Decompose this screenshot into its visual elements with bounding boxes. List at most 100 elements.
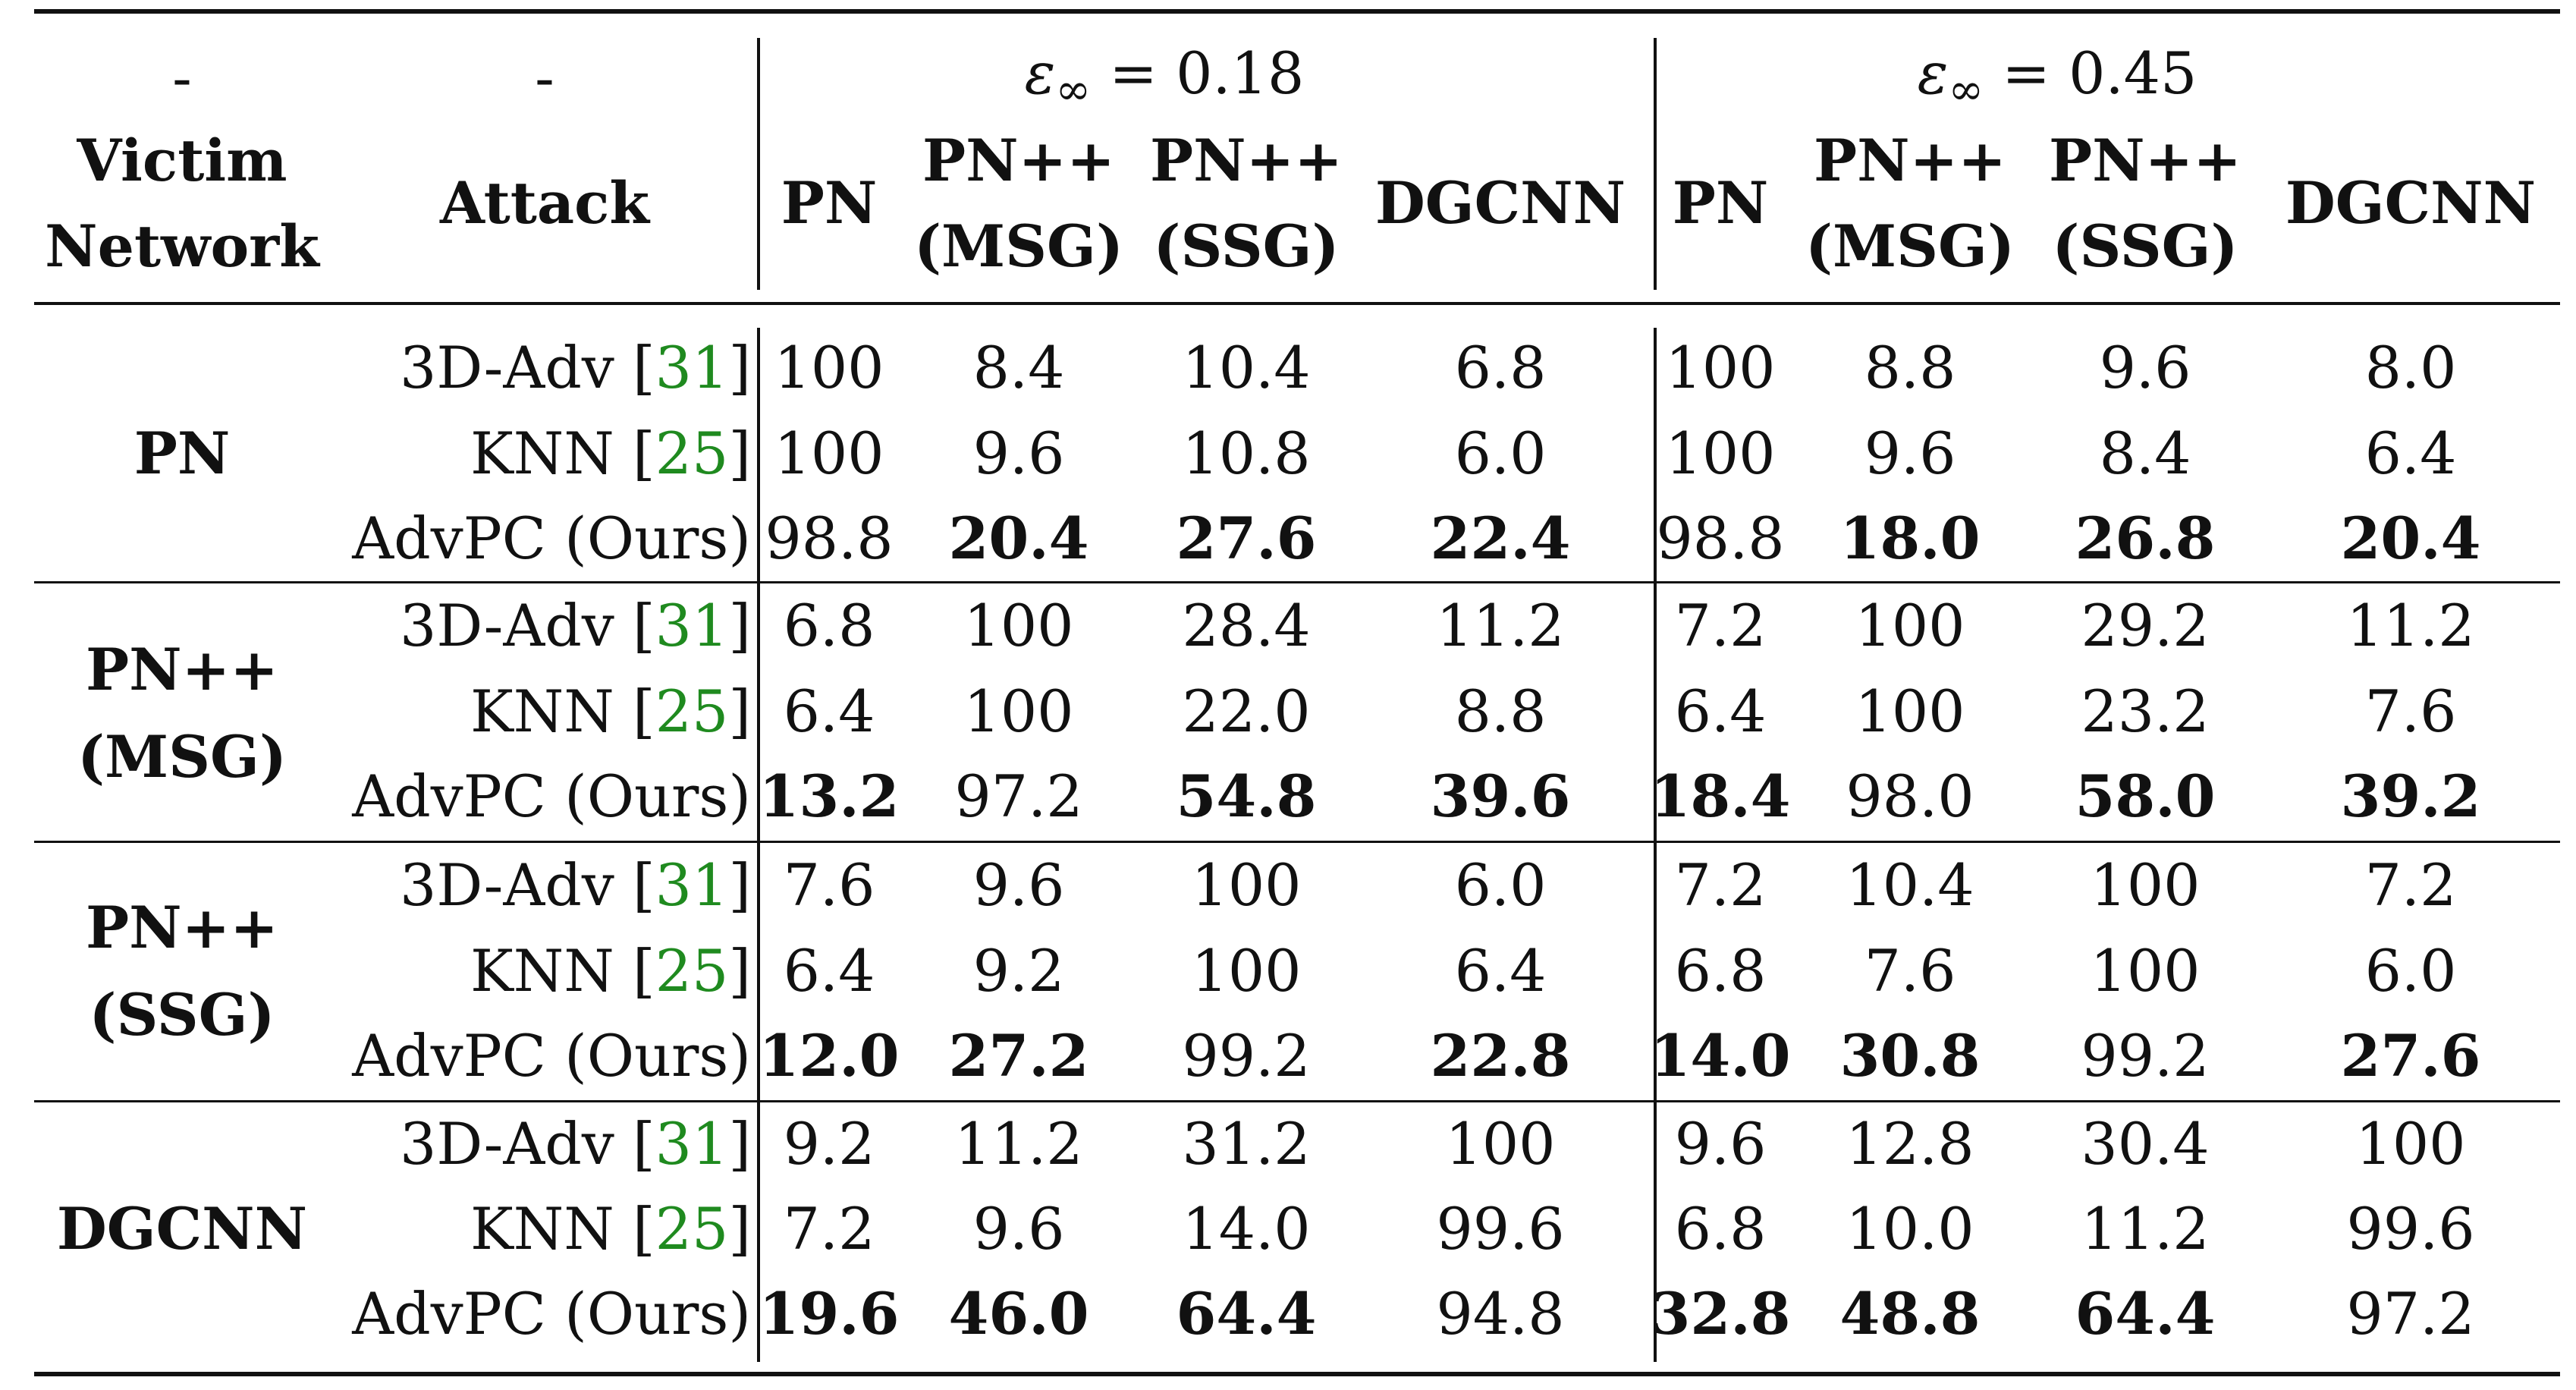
- table-cell: 98.8: [765, 505, 894, 572]
- table-cell: 100: [1191, 937, 1302, 1005]
- table-cell: 6.4: [783, 937, 875, 1005]
- table-cell: 6.4: [1454, 937, 1547, 1005]
- table-cell: 100: [2090, 851, 2201, 919]
- table-cell: 9.2: [972, 937, 1065, 1005]
- table-cell: 7.2: [783, 1195, 875, 1263]
- table-cell: 20.4: [948, 505, 1089, 572]
- table-cell: 100: [1191, 851, 1302, 919]
- column-header-line1: PN++: [922, 127, 1115, 194]
- table-cell: 100: [1445, 1110, 1556, 1178]
- table-cell: 97.2: [954, 763, 1083, 830]
- table-cell: 94.8: [1436, 1280, 1565, 1348]
- table-cell: 7.6: [1864, 937, 1956, 1005]
- column-header-line1: PN++: [2049, 127, 2241, 194]
- table-cell: 9.6: [1674, 1110, 1767, 1178]
- column-divider: [1654, 38, 1657, 290]
- column-header: PN: [781, 169, 878, 237]
- table-cell: 6.8: [1454, 334, 1547, 401]
- table-cell: 39.6: [1430, 763, 1571, 830]
- column-header-line1: PN++: [1814, 127, 2006, 194]
- table-cell: 10.4: [1182, 334, 1311, 401]
- table-cell: 6.8: [1674, 1195, 1767, 1263]
- table-cell: 28.4: [1182, 592, 1311, 659]
- table-cell: 18.0: [1839, 505, 1981, 572]
- table-cell: 99.2: [1182, 1022, 1311, 1090]
- table-cell: 27.2: [948, 1022, 1089, 1090]
- header-attack: Attack: [439, 169, 650, 237]
- table-cell: 48.8: [1839, 1280, 1981, 1348]
- header-dash-attack: -: [535, 44, 554, 112]
- table-cell: 6.0: [1454, 420, 1547, 487]
- table-cell: 10.0: [1846, 1195, 1974, 1263]
- citation-link[interactable]: 31: [655, 592, 729, 659]
- attack-label: 3D-Adv [31]: [399, 851, 751, 919]
- table-cell: 29.2: [2081, 592, 2210, 659]
- table-cell: 11.2: [954, 1110, 1083, 1178]
- header-victim-line2: Network: [45, 212, 319, 280]
- epsilon-group-header: ε∞ = 0.45: [1917, 39, 2197, 115]
- header-dash-victim: -: [172, 44, 192, 112]
- victim-label: PN: [134, 420, 231, 487]
- table-cell: 27.6: [2340, 1022, 2481, 1090]
- table-cell: 11.2: [1436, 592, 1565, 659]
- section-rule-2: [34, 841, 2560, 843]
- table-cell: 18.4: [1650, 763, 1791, 830]
- table-cell: 9.6: [972, 851, 1065, 919]
- table-cell: 26.8: [2075, 505, 2216, 572]
- table-cell: 64.4: [2075, 1280, 2216, 1348]
- table-cell: 9.6: [1864, 420, 1956, 487]
- column-header-line2: (MSG): [914, 212, 1123, 280]
- attack-label: 3D-Adv [31]: [399, 1110, 751, 1178]
- table-cell: 31.2: [1182, 1110, 1311, 1178]
- table-cell: 22.4: [1430, 505, 1571, 572]
- citation-link[interactable]: 31: [655, 851, 729, 919]
- citation-link[interactable]: 25: [655, 937, 729, 1005]
- column-divider: [1654, 328, 1657, 1362]
- table-cell: 22.8: [1430, 1022, 1571, 1090]
- attack-label: AdvPC (Ours): [352, 763, 751, 830]
- header-rule: [34, 302, 2560, 305]
- table-cell: 10.4: [1846, 851, 1974, 919]
- citation-link[interactable]: 31: [655, 334, 729, 401]
- attack-label: KNN [25]: [470, 1195, 751, 1263]
- section-rule-1: [34, 581, 2560, 583]
- table-cell: 11.2: [2346, 592, 2475, 659]
- table-cell: 7.2: [1674, 592, 1767, 659]
- table-cell: 7.6: [2364, 678, 2457, 745]
- table-cell: 100: [2090, 937, 2201, 1005]
- table-cell: 100: [774, 420, 884, 487]
- victim-label: (SSG): [89, 981, 275, 1049]
- column-divider: [757, 38, 760, 290]
- victim-label: PN++: [86, 894, 278, 961]
- citation-link[interactable]: 25: [655, 678, 729, 745]
- victim-label: DGCNN: [56, 1195, 308, 1263]
- attack-label: AdvPC (Ours): [352, 505, 751, 572]
- table-cell: 100: [963, 678, 1074, 745]
- table-cell: 46.0: [948, 1280, 1089, 1348]
- table-cell: 100: [1855, 592, 1965, 659]
- table-cell: 7.6: [783, 851, 875, 919]
- table-cell: 11.2: [2081, 1195, 2210, 1263]
- section-rule-3: [34, 1100, 2560, 1102]
- table-cell: 14.0: [1650, 1022, 1791, 1090]
- citation-link[interactable]: 25: [655, 1195, 729, 1263]
- table-cell: 99.6: [1436, 1195, 1565, 1263]
- column-header: DGCNN: [1374, 169, 1626, 237]
- table-cell: 30.8: [1839, 1022, 1981, 1090]
- attack-label: AdvPC (Ours): [352, 1280, 751, 1348]
- citation-link[interactable]: 31: [655, 1110, 729, 1178]
- table-cell: 64.4: [1176, 1280, 1317, 1348]
- table-cell: 100: [1855, 678, 1965, 745]
- table-cell: 27.6: [1176, 505, 1317, 572]
- column-divider: [757, 328, 760, 1362]
- table-cell: 6.0: [1454, 851, 1547, 919]
- table-cell: 12.8: [1846, 1110, 1974, 1178]
- table-cell: 6.4: [783, 678, 875, 745]
- table-cell: 32.8: [1650, 1280, 1791, 1348]
- victim-label: (MSG): [77, 723, 287, 791]
- table-cell: 100: [774, 334, 884, 401]
- column-header-line2: (SSG): [2052, 212, 2238, 280]
- citation-link[interactable]: 25: [655, 420, 729, 487]
- table-cell: 20.4: [2340, 505, 2481, 572]
- table-cell: 10.8: [1182, 420, 1311, 487]
